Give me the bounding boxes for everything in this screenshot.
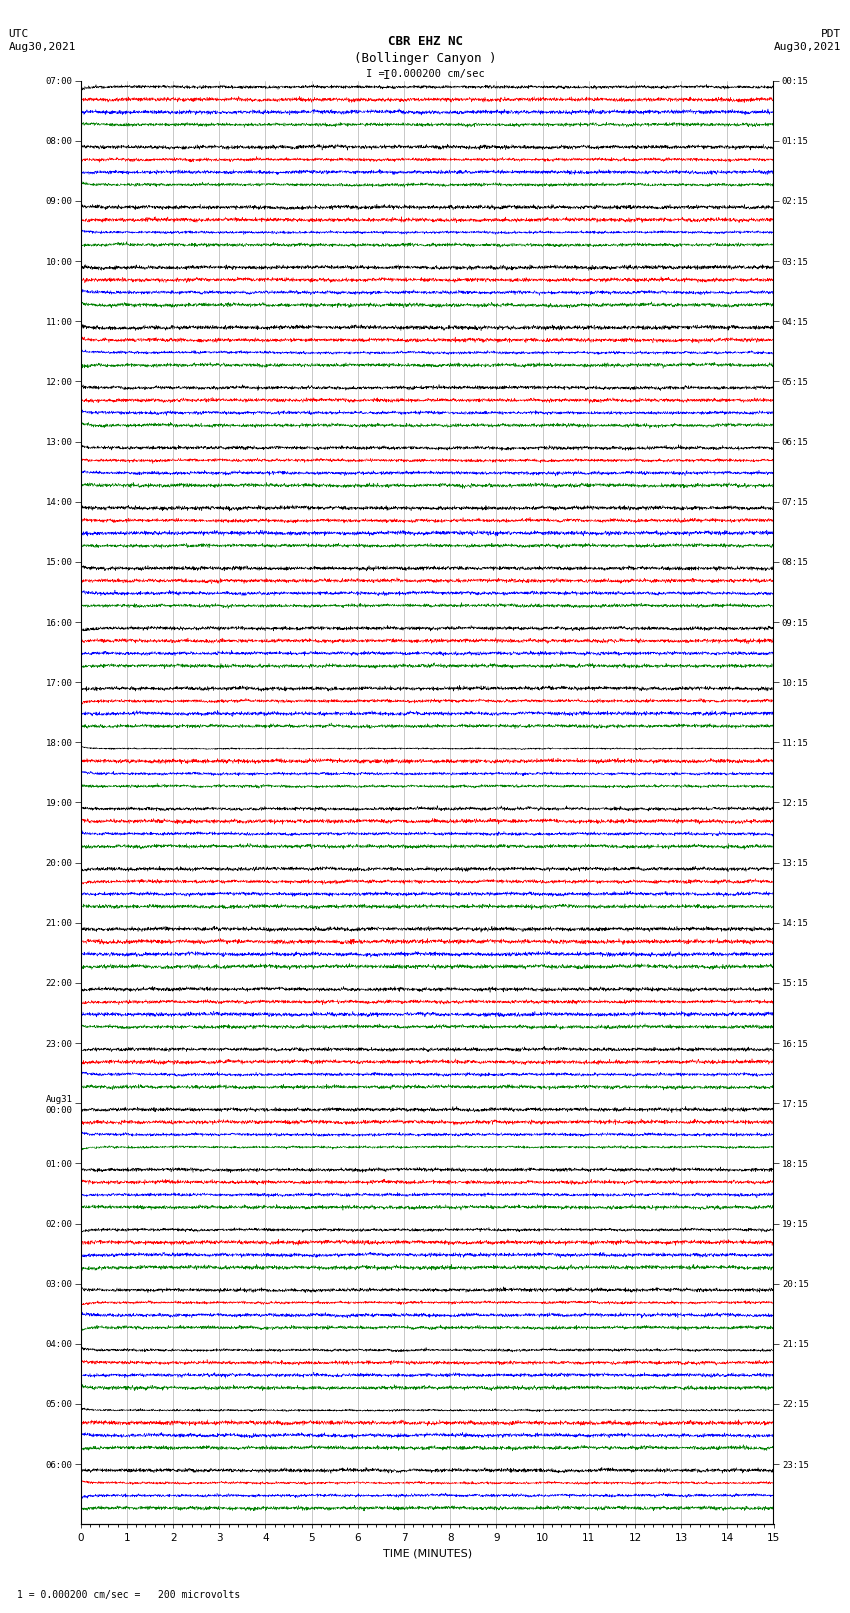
Text: PDT: PDT [821,29,842,39]
Text: (Bollinger Canyon ): (Bollinger Canyon ) [354,52,496,65]
Text: UTC: UTC [8,29,29,39]
Text: CBR EHZ NC: CBR EHZ NC [388,35,462,48]
Text: Aug30,2021: Aug30,2021 [8,42,76,52]
Text: Aug30,2021: Aug30,2021 [774,42,842,52]
Text: I: I [383,69,390,82]
Text: 1 = 0.000200 cm/sec =   200 microvolts: 1 = 0.000200 cm/sec = 200 microvolts [17,1590,241,1600]
X-axis label: TIME (MINUTES): TIME (MINUTES) [382,1548,472,1558]
Text: I = 0.000200 cm/sec: I = 0.000200 cm/sec [366,69,484,79]
